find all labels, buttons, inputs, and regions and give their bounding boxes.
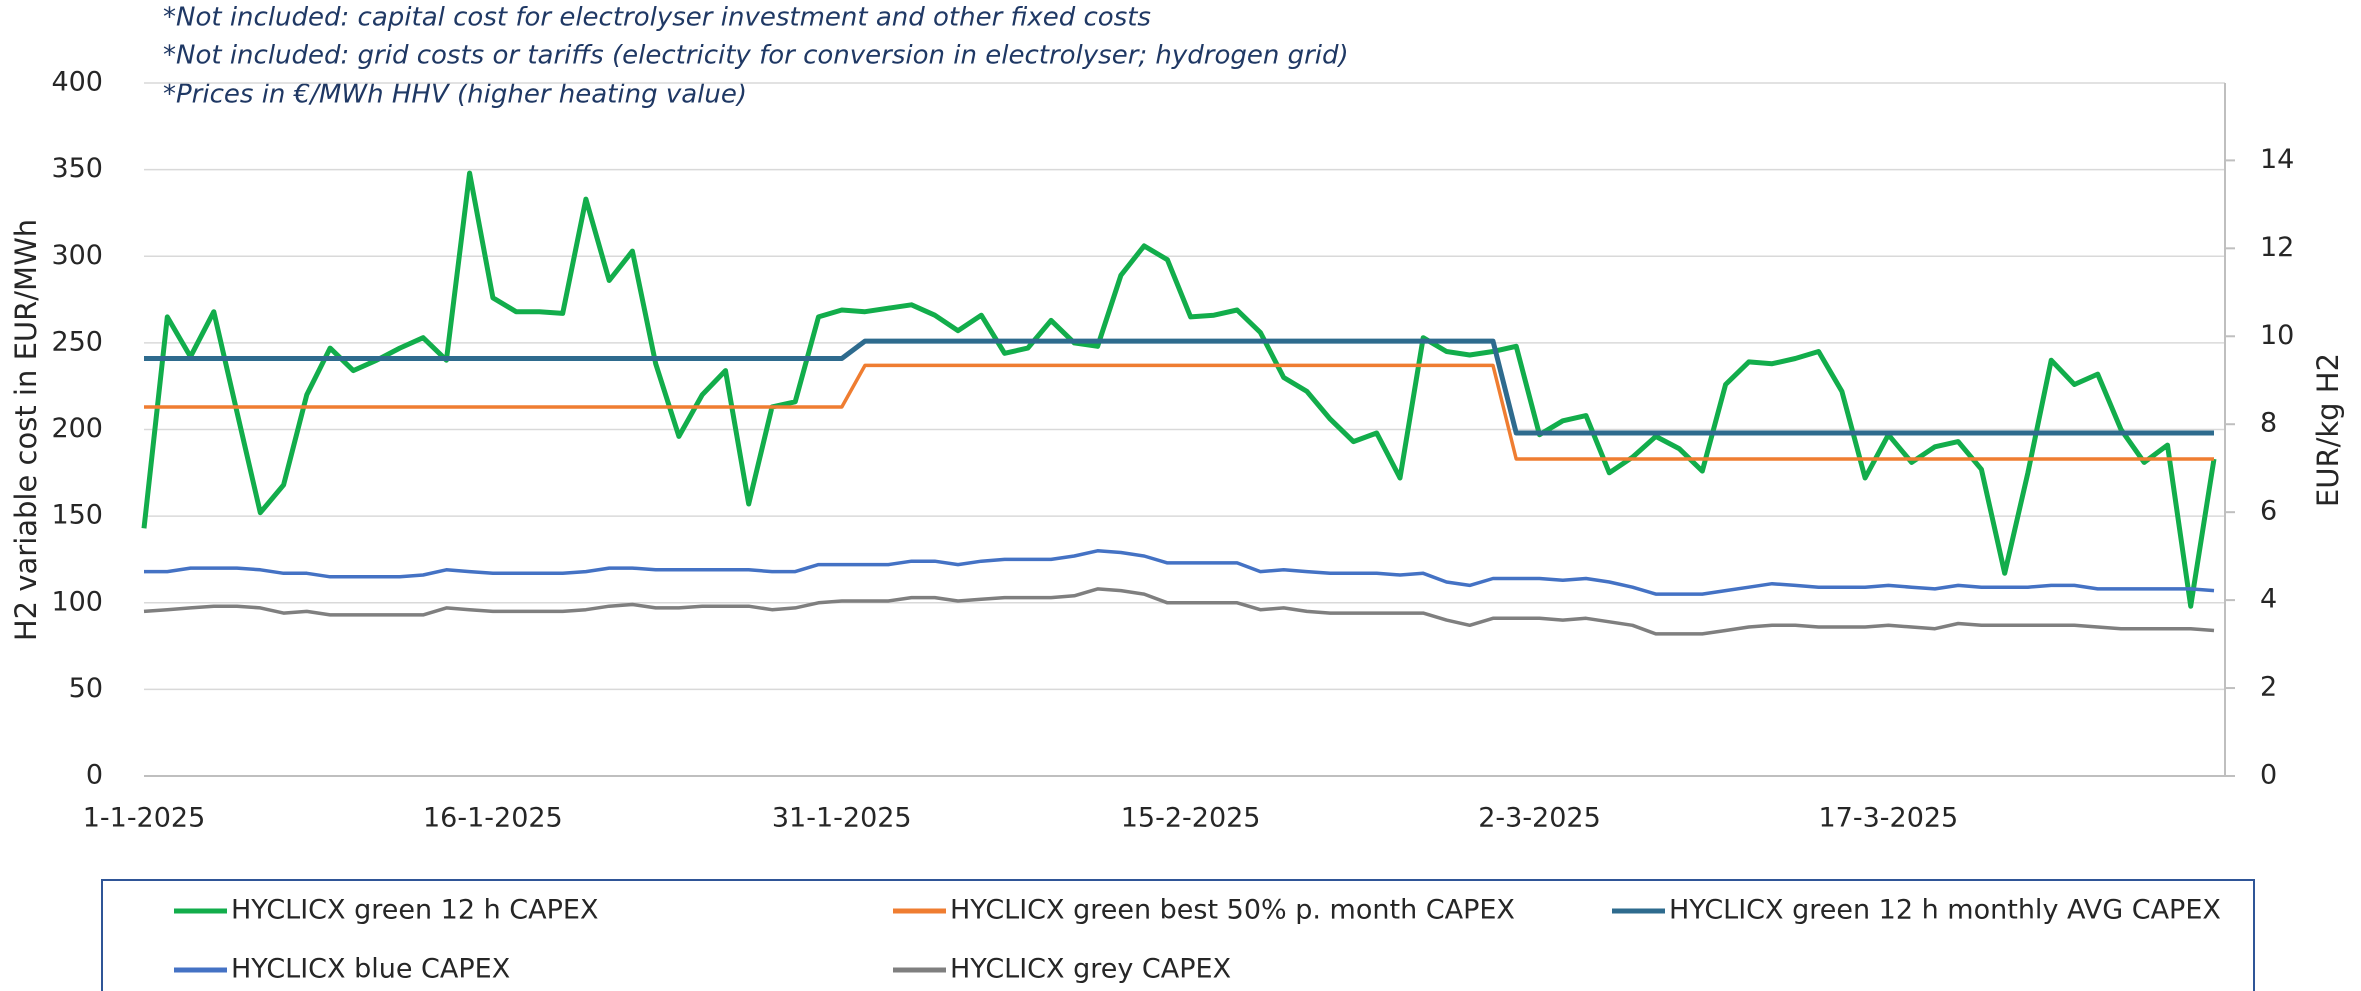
y-tick-label: 50 — [69, 673, 103, 704]
x-tick-label: 31-1-2025 — [772, 803, 912, 834]
x-tick-label: 16-1-2025 — [423, 803, 563, 834]
legend-label: HYCLICX green best 50% p. month CAPEX — [950, 895, 1515, 926]
y2-tick-label: 4 — [2260, 584, 2277, 615]
series-line — [144, 549, 2215, 596]
y2-tick-label: 12 — [2260, 232, 2294, 263]
series-line — [144, 363, 2214, 461]
y2-tick-label: 10 — [2260, 320, 2294, 351]
y-tick-label: 350 — [51, 153, 103, 184]
y2-axis-label: EUR/kg H2 — [2311, 353, 2345, 507]
note: *Not included: grid costs or tariffs (el… — [163, 41, 1349, 71]
x-tick-label: 2-3-2025 — [1478, 803, 1601, 834]
y2-tick-label: 14 — [2260, 144, 2294, 175]
y-tick-label: 200 — [51, 413, 103, 444]
y-tick-label: 250 — [51, 326, 103, 357]
y2-tick-label: 2 — [2260, 672, 2277, 703]
y-tick-label: 300 — [51, 240, 103, 271]
y2-tick-label: 6 — [2260, 496, 2277, 527]
y-tick-label: 100 — [51, 586, 103, 617]
note: *Not included: capital cost for electrol… — [163, 3, 1151, 33]
x-tick-label: 15-2-2025 — [1121, 803, 1261, 834]
y-tick-label: 0 — [86, 760, 103, 791]
series-line — [143, 587, 2215, 636]
y-axis-label: H2 variable cost in EUR/MWh — [9, 219, 43, 641]
series-line — [141, 170, 2217, 609]
legend-box — [101, 879, 2255, 991]
legend-label: HYCLICX blue CAPEX — [231, 954, 510, 985]
x-tick-label: 17-3-2025 — [1819, 803, 1959, 834]
legend-label: HYCLICX green 12 h monthly AVG CAPEX — [1669, 895, 2221, 926]
legend-label: HYCLICX green 12 h CAPEX — [231, 895, 598, 926]
legend-label: HYCLICX grey CAPEX — [950, 954, 1231, 985]
series-line — [144, 338, 2214, 436]
y2-tick-label: 0 — [2260, 760, 2277, 791]
y-tick-label: 150 — [51, 500, 103, 531]
y-tick-label: 400 — [51, 67, 103, 98]
x-tick-label: 1-1-2025 — [83, 803, 206, 834]
note: *Prices in €/MWh HHV (higher heating val… — [163, 80, 747, 110]
y2-tick-label: 8 — [2260, 408, 2277, 439]
